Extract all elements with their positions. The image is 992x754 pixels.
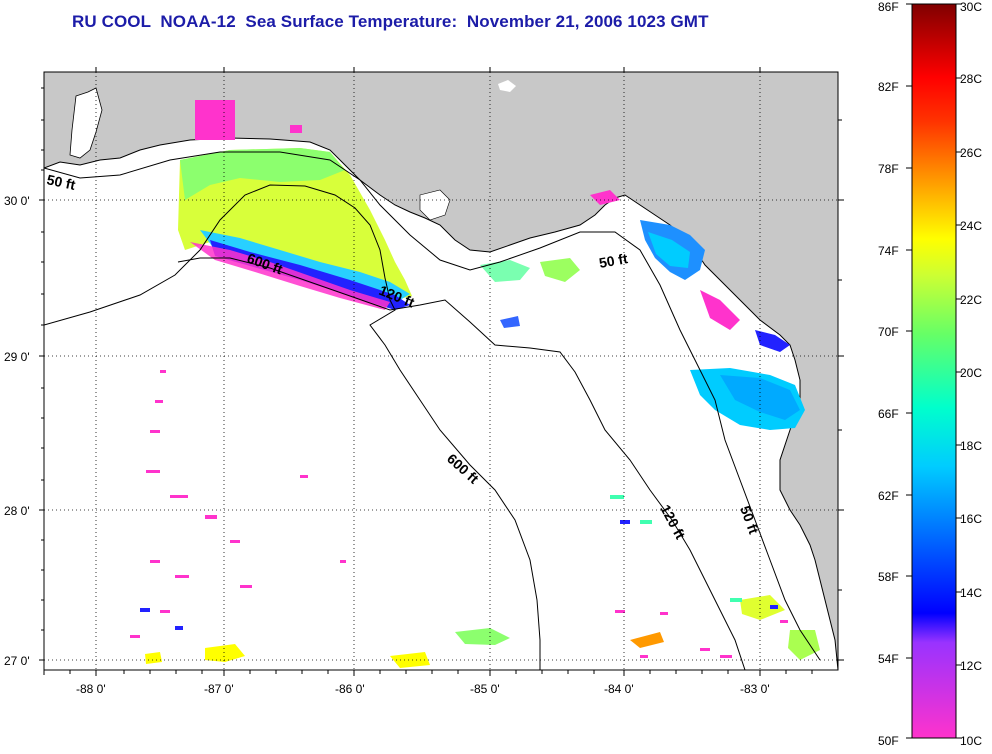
colorbar-f-label: 70F [878,325,899,339]
colorbar-c-label: 14C [960,586,982,600]
contour-label: 50 ft [598,250,629,271]
colorbar-c-label: 22C [960,293,982,307]
contour-120ft-line [177,257,746,670]
colorbar: 86F 82F 78F 74F 70F 66F 62F 58F 54F 50F … [878,0,982,748]
colorbar-c-label: 26C [960,146,982,160]
contour-label: 50 ft [45,171,77,193]
colorbar-f-label: 54F [878,652,899,666]
map-title: RU COOL NOAA-12 Sea Surface Temperature:… [72,12,709,31]
colorbar-c-label: 18C [960,439,982,453]
colorbar-c-label: 10C [960,734,982,748]
lon-tick-label: -83 0' [740,682,770,696]
lon-tick-label: -84 0' [604,682,634,696]
lon-tick-label: -88 0' [76,682,106,696]
lat-tick-label: 28 0' [4,504,30,518]
colorbar-f-label: 58F [878,570,899,584]
contour-50ft-line [44,151,821,661]
contour-600ft-line [44,184,541,670]
lon-tick-label: -87 0' [204,682,234,696]
colorbar-f-label: 86F [878,0,899,14]
colorbar-c-label: 12C [960,659,982,673]
lat-tick-label: 27 0' [4,654,30,668]
colorbar-f-label: 62F [878,489,899,503]
colorbar-c-label: 28C [960,72,982,86]
lon-tick-label: -86 0' [335,682,365,696]
colorbar-f-label: 66F [878,407,899,421]
colorbar-f-label: 50F [878,734,899,748]
colorbar-f-label: 78F [878,162,899,176]
colorbar-gradient [911,3,957,739]
colorbar-c-label: 16C [960,512,982,526]
lat-tick-label: 29 0' [4,350,30,364]
gulf-water [44,137,838,670]
colorbar-c-label: 20C [960,366,982,380]
colorbar-f-label: 74F [878,244,899,258]
colorbar-f-label: 82F [878,80,899,94]
lon-tick-label: -85 0' [470,682,500,696]
map-frame [43,71,839,671]
colorbar-c-label: 24C [960,219,982,233]
colorbar-c-label: 30C [960,0,982,14]
lat-tick-label: 30 0' [4,194,30,208]
